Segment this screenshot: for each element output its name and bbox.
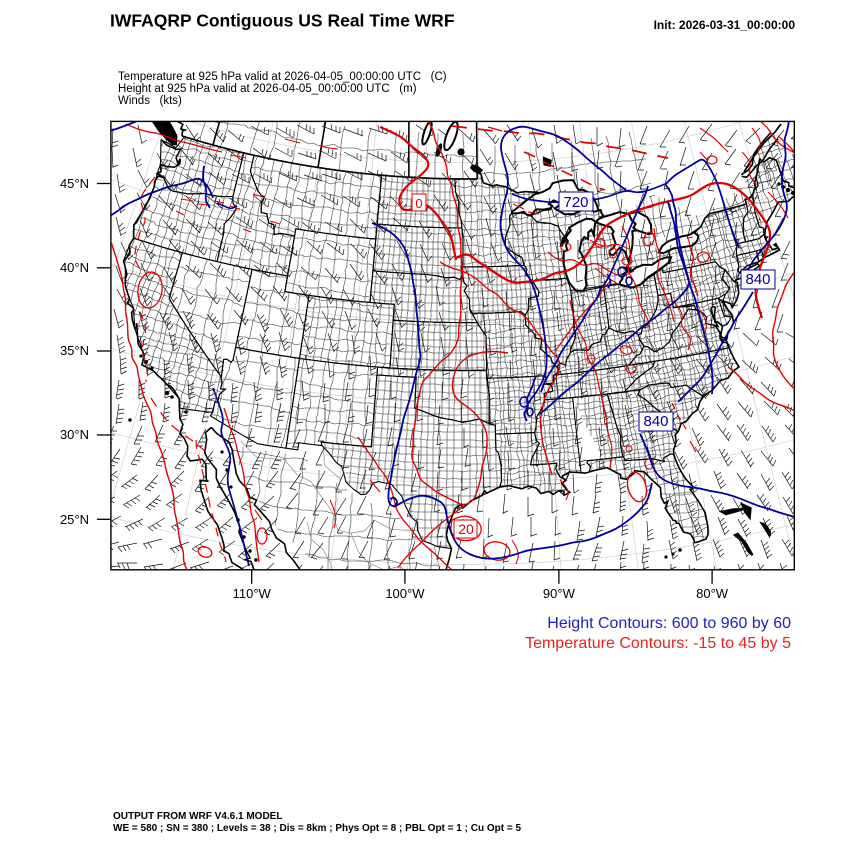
svg-text:25°N: 25°N <box>60 512 89 527</box>
svg-text:90°W: 90°W <box>543 586 576 601</box>
svg-text:80°W: 80°W <box>696 586 729 601</box>
svg-text:WE = 580 ; SN = 380 ; Levels =: WE = 580 ; SN = 380 ; Levels = 38 ; Dis … <box>113 823 521 834</box>
svg-text:840: 840 <box>745 271 770 288</box>
svg-text:100°W: 100°W <box>385 586 425 601</box>
svg-text:Temperature Contours: -15 to 4: Temperature Contours: -15 to 45 by 5 <box>525 635 791 652</box>
svg-text:40°N: 40°N <box>60 260 89 275</box>
svg-text:45°N: 45°N <box>60 176 89 191</box>
svg-text:Temperature at 925 hPa valid a: Temperature at 925 hPa valid at 2026-04-… <box>118 71 447 83</box>
svg-text:30°N: 30°N <box>60 427 89 442</box>
svg-text:IWFAQRP Contiguous US Real Tim: IWFAQRP Contiguous US Real Time WRF <box>110 11 455 31</box>
svg-text:20: 20 <box>458 521 474 537</box>
svg-text:Height Contours: 600 to 960 by: Height Contours: 600 to 960 by 60 <box>547 615 791 632</box>
svg-text:0: 0 <box>415 196 422 211</box>
svg-text:Height at 925 hPa valid at 202: Height at 925 hPa valid at 2026-04-05_00… <box>118 83 417 95</box>
svg-text:OUTPUT FROM WRF V4.6.1 MODEL: OUTPUT FROM WRF V4.6.1 MODEL <box>113 811 282 822</box>
svg-text:840: 840 <box>643 413 668 430</box>
svg-text:Winds (kts): Winds (kts) <box>118 95 182 107</box>
svg-text:35°N: 35°N <box>60 343 89 358</box>
svg-text:Init: 2026-03-31_00:00:00: Init: 2026-03-31_00:00:00 <box>654 18 796 32</box>
svg-text:720: 720 <box>563 194 588 211</box>
svg-text:110°W: 110°W <box>233 586 272 601</box>
